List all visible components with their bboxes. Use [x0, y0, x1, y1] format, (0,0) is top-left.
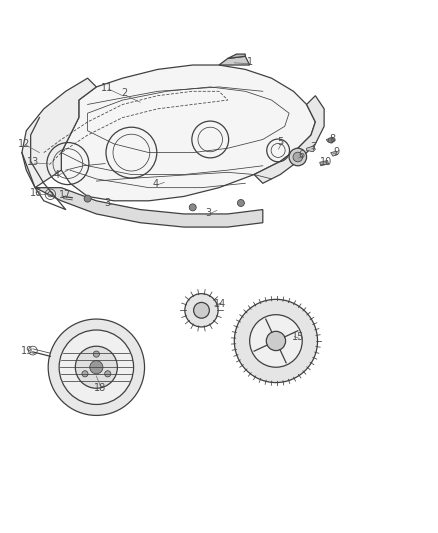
Text: 16: 16: [30, 188, 42, 198]
Text: 10: 10: [320, 157, 332, 167]
Text: 11: 11: [101, 83, 113, 93]
Text: 8: 8: [330, 134, 336, 143]
Text: 19: 19: [21, 345, 33, 356]
Circle shape: [194, 302, 209, 318]
Text: 13: 13: [27, 157, 39, 167]
Polygon shape: [326, 138, 335, 143]
Polygon shape: [228, 54, 245, 59]
Polygon shape: [219, 56, 250, 65]
Circle shape: [234, 300, 318, 383]
Circle shape: [93, 351, 99, 357]
Circle shape: [48, 319, 145, 415]
Circle shape: [289, 148, 307, 166]
Polygon shape: [22, 78, 96, 188]
Text: 3: 3: [205, 208, 211, 218]
Circle shape: [59, 330, 134, 405]
Text: 6: 6: [298, 150, 304, 160]
Circle shape: [105, 371, 111, 377]
Text: 17: 17: [59, 190, 71, 200]
Circle shape: [266, 332, 286, 351]
Circle shape: [189, 204, 196, 211]
Text: 7: 7: [310, 142, 316, 152]
Text: 1: 1: [247, 56, 253, 67]
Polygon shape: [61, 65, 315, 201]
Polygon shape: [320, 160, 328, 166]
Text: 12: 12: [18, 139, 30, 149]
Polygon shape: [254, 96, 324, 183]
Circle shape: [90, 361, 103, 374]
Circle shape: [75, 346, 117, 388]
Circle shape: [328, 138, 333, 143]
Text: 18: 18: [94, 383, 106, 393]
Text: 15: 15: [292, 333, 304, 343]
Text: 3: 3: [104, 198, 110, 208]
Text: 5: 5: [277, 137, 283, 147]
Text: 14: 14: [214, 298, 226, 309]
Circle shape: [250, 314, 302, 367]
Polygon shape: [35, 188, 263, 227]
Circle shape: [185, 294, 218, 327]
Text: 2: 2: [122, 88, 128, 99]
Text: 9: 9: [333, 147, 339, 157]
Polygon shape: [331, 151, 337, 156]
Circle shape: [237, 199, 244, 206]
Polygon shape: [307, 146, 315, 152]
Text: 4: 4: [54, 169, 60, 180]
Circle shape: [293, 152, 303, 162]
Text: 4: 4: [152, 179, 159, 189]
Circle shape: [84, 195, 91, 202]
Circle shape: [82, 371, 88, 377]
